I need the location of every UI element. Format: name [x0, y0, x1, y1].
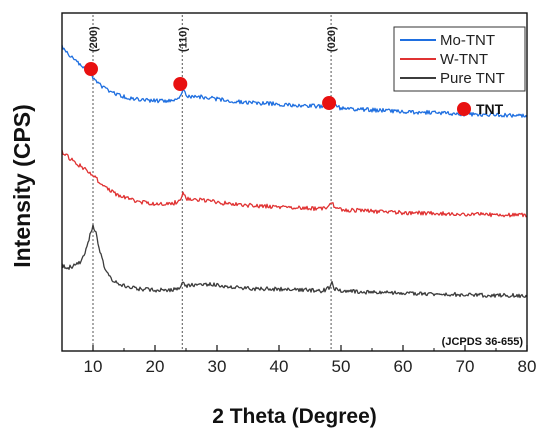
legend-label-1: W-TNT: [440, 51, 488, 68]
tnt-key-label: TNT: [476, 101, 504, 117]
x-axis-ticks: 10 20 30 40 50 60 70 80: [61, 345, 537, 376]
legend: Mo-TNT W-TNT Pure TNT: [393, 26, 526, 92]
x-tick-label-3: 40: [270, 357, 289, 376]
legend-label-0: Mo-TNT: [440, 32, 495, 49]
x-tick-label-0: 10: [84, 357, 103, 376]
x-axis-label: 2 Theta (Degree): [212, 405, 377, 428]
plot-frame: [61, 12, 528, 352]
tnt-key-dot: [457, 102, 471, 116]
x-tick-label-6: 70: [456, 357, 475, 376]
x-tick-label-7: 80: [518, 357, 537, 376]
peak-marker-1: [173, 77, 188, 91]
x-tick-label-4: 50: [332, 357, 351, 376]
hkl-label-1: (110): [177, 27, 189, 52]
series-layer: [61, 44, 528, 299]
series-line-w-tnt: [61, 149, 528, 218]
x-tick-label-5: 60: [394, 357, 413, 376]
peak-marker-layer: [84, 62, 337, 110]
series-line-mo-tnt: [61, 44, 528, 118]
y-axis-label: Intensity (CPS): [9, 104, 35, 268]
hkl-label-2: (020): [326, 26, 338, 52]
tnt-marker-key: TNT: [457, 101, 504, 117]
reference-line-layer: (200) (110) (020): [88, 15, 338, 351]
series-line-pure-tnt: [61, 224, 528, 299]
peak-marker-0: [84, 62, 98, 76]
jcpds-annotation: (JCPDS 36-655): [442, 336, 524, 348]
hkl-label-0: (200): [88, 26, 100, 52]
legend-label-2: Pure TNT: [440, 70, 505, 87]
peak-marker-2: [322, 96, 337, 110]
x-tick-label-2: 30: [208, 357, 227, 376]
x-tick-label-1: 20: [146, 357, 165, 376]
